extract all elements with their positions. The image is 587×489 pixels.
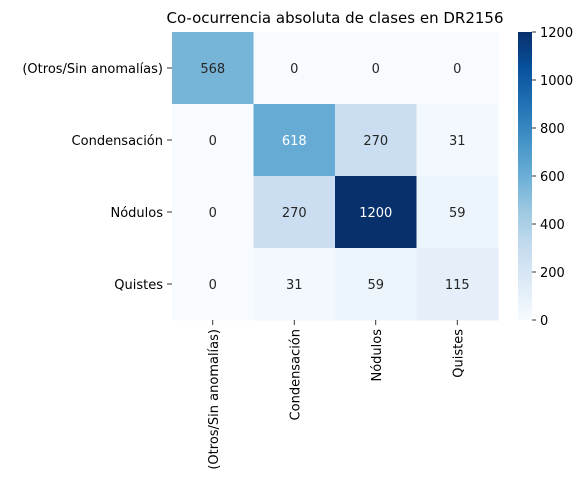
column-tick-label: (Otros/Sin anomalías) [207, 329, 222, 470]
colorbar: 0 200 400 600 800 1000 1200 [518, 26, 573, 329]
colorbar-tick-label: 1200 [540, 26, 573, 41]
cell-value-label: 0 [209, 278, 217, 293]
column-labels: (Otros/Sin anomalías) Condensación Nódulos… [207, 320, 467, 470]
colorbar-tick-label: 200 [540, 266, 565, 281]
row-tick-label: Nódulos [110, 206, 163, 221]
cell-value-label: 270 [363, 134, 388, 149]
cell-value-label: 0 [372, 62, 380, 77]
colorbar-gradient [518, 32, 532, 320]
cell-value-label: 0 [453, 62, 461, 77]
cell-value-label: 0 [209, 206, 217, 221]
column-tick-label: Nódulos [370, 329, 385, 382]
row-labels: (Otros/Sin anomalías) Condensación Nódulos… [22, 62, 172, 293]
cell-value-label: 115 [445, 278, 470, 293]
colorbar-tick-label: 400 [540, 218, 565, 233]
colorbar-tick-label: 600 [540, 170, 565, 185]
colorbar-tick-label: 0 [540, 314, 548, 329]
row-tick-label: Quistes [114, 278, 163, 293]
colorbar-tick-label: 1000 [540, 74, 573, 89]
colorbar-tick-label: 800 [540, 122, 565, 137]
cell-value-label: 270 [282, 206, 307, 221]
cell-value-label: 0 [209, 134, 217, 149]
cell-value-label: 0 [290, 62, 298, 77]
heatmap-cells: 568 0 0 0 0 618 270 31 0 270 1200 59 0 31 59 115 [172, 32, 499, 321]
row-tick-label: Condensación [72, 134, 163, 149]
column-tick-label: Condensación [288, 329, 303, 420]
cell-value-label: 618 [282, 134, 307, 149]
cell-value-label: 59 [367, 278, 384, 293]
row-tick-label: (Otros/Sin anomalías) [22, 62, 163, 77]
cell-value-label: 568 [200, 62, 225, 77]
cell-value-label: 1200 [359, 206, 392, 221]
cell-value-label: 31 [449, 134, 466, 149]
chart-title: Co-ocurrencia absoluta de clases en DR21… [166, 9, 503, 27]
column-tick-label: Quistes [451, 329, 466, 378]
cell-value-label: 59 [449, 206, 466, 221]
cell-value-label: 31 [286, 278, 303, 293]
